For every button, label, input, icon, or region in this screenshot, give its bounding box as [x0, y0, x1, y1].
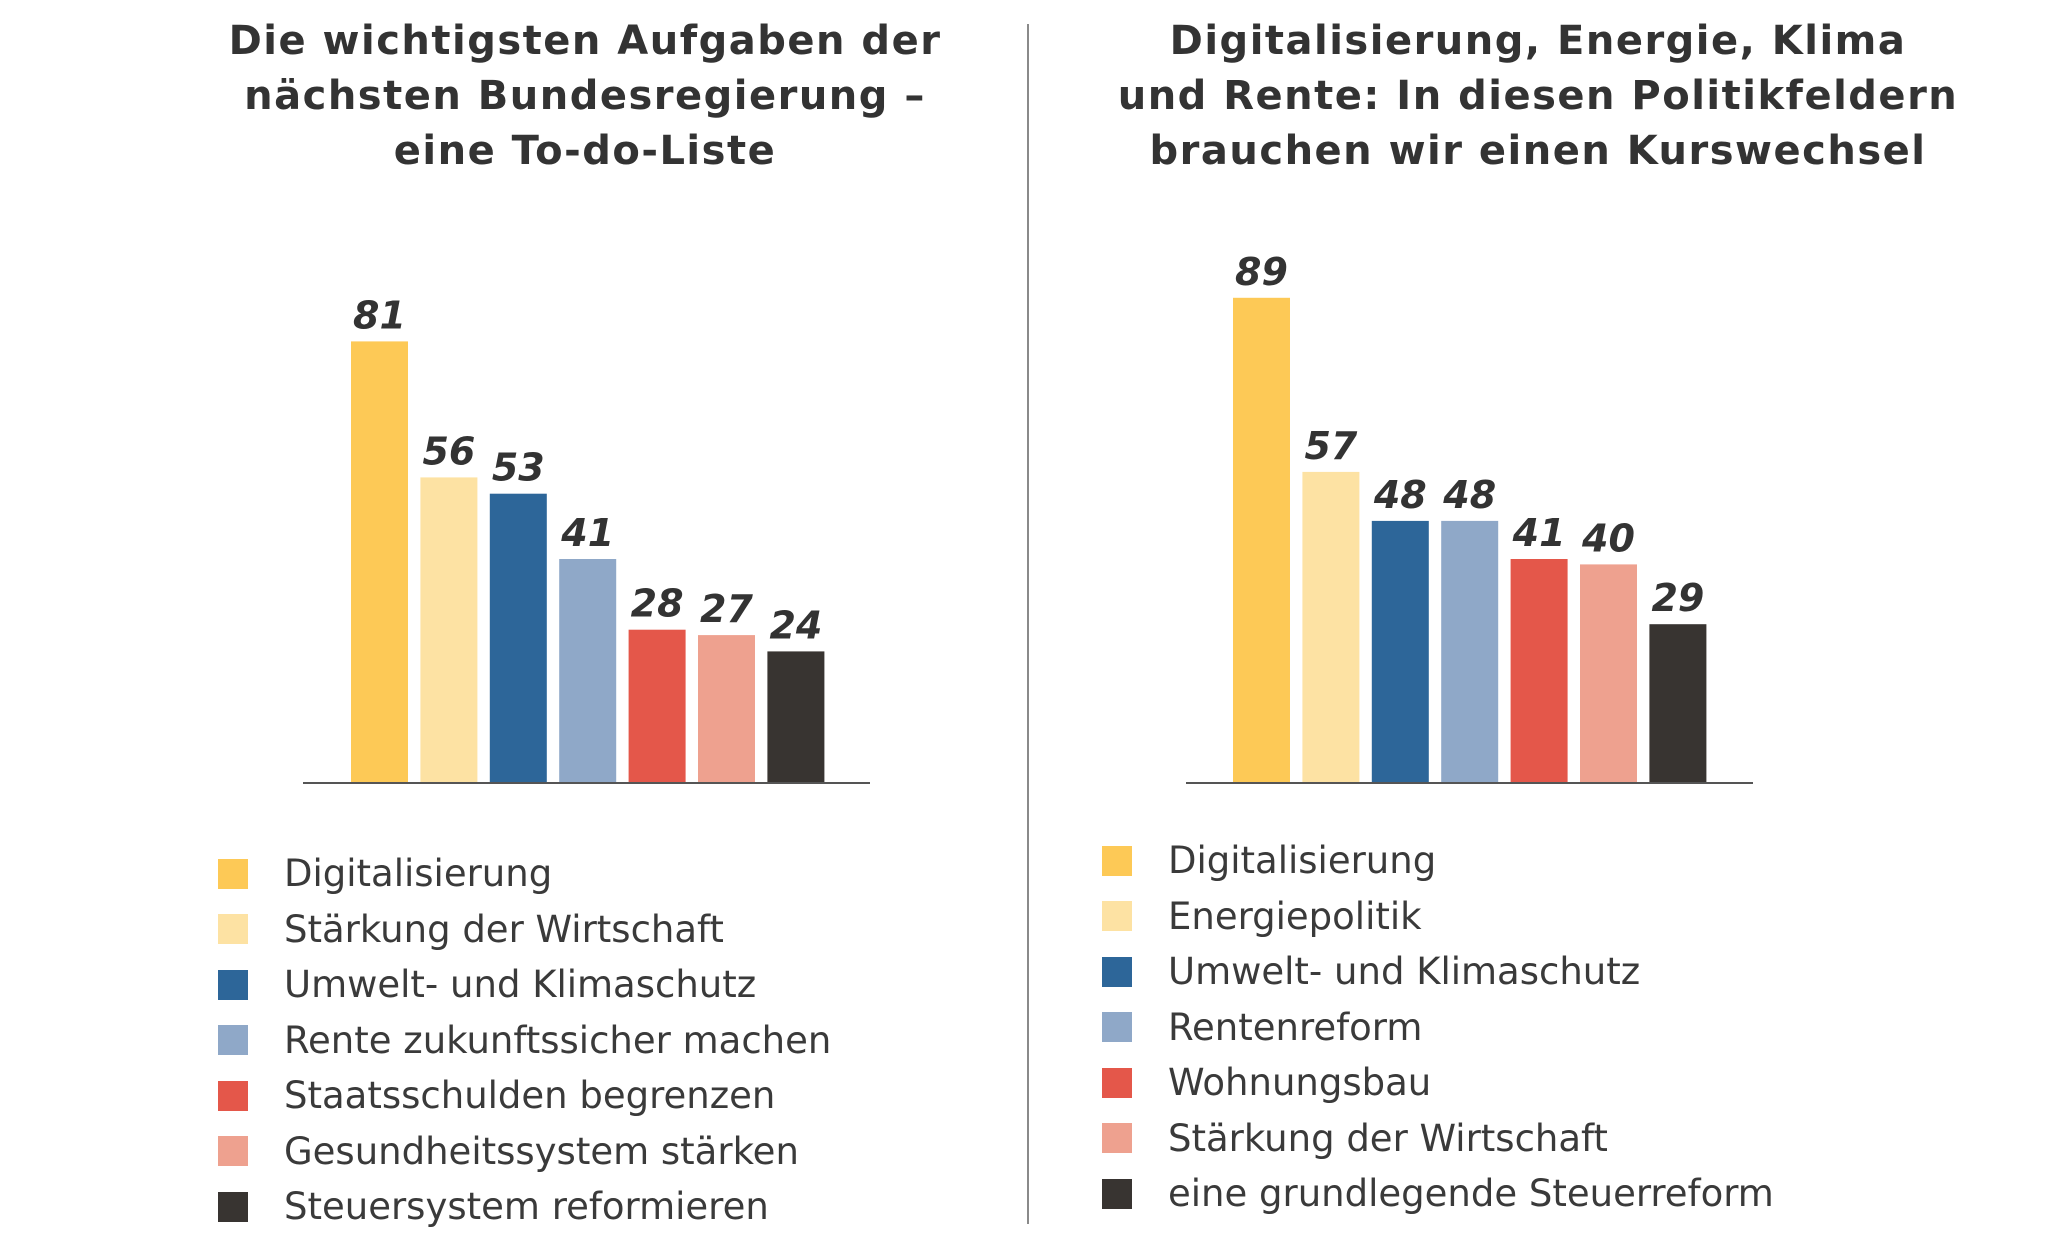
chart-title-line: brauchen wir einen Kurswechsel — [1149, 128, 1927, 174]
bar-value-label: 53 — [492, 446, 545, 490]
legend-item: Rente zukunftssicher machen — [218, 1013, 831, 1069]
chart-title-line: nächsten Bundesregierung – — [244, 73, 926, 119]
bar — [351, 341, 408, 782]
bar-chart-left: 81 56 53 41 28 27 24 — [303, 293, 870, 784]
panel-divider — [1027, 24, 1029, 1224]
bar-value-label: 24 — [769, 603, 822, 647]
legend-swatch — [218, 914, 248, 945]
bar-value-label: 81 — [353, 293, 406, 337]
legend-item: Energiepolitik — [1102, 889, 1774, 945]
legend-label: Umwelt- und Klimaschutz — [284, 963, 757, 1007]
legend-swatch — [218, 1080, 248, 1111]
legend-item: Staatsschulden begrenzen — [218, 1068, 831, 1124]
legend-swatch — [218, 858, 248, 889]
bar — [1510, 559, 1568, 782]
bar — [1649, 624, 1707, 782]
bar-value-label: 56 — [422, 429, 475, 473]
chart-panel-right: Digitalisierung, Energie, Klima und Rent… — [1030, 0, 2048, 1255]
bar-value-label: 29 — [1651, 576, 1704, 620]
bar-value-label: 57 — [1304, 424, 1357, 468]
bar-chart-right: 89 57 48 48 41 40 29 — [1186, 250, 1753, 784]
legend-item: Gesundheitssystem stärken — [218, 1124, 831, 1180]
legend-right: Digitalisierung Energiepolitik Umwelt- und… — [1102, 833, 1774, 1222]
bar — [767, 651, 825, 782]
legend-label: Gesundheitssystem stärken — [284, 1129, 799, 1173]
chart-title-line: eine To-do-Liste — [393, 128, 777, 174]
legend-swatch — [1102, 1178, 1132, 1209]
chart-title: Digitalisierung, Energie, Klima und Rent… — [1028, 14, 2048, 179]
legend-swatch — [1102, 1012, 1132, 1043]
bar — [628, 629, 686, 782]
legend-label: Rente zukunftssicher machen — [284, 1018, 832, 1062]
legend-label: eine grundlegende Steuerreform — [1168, 1172, 1774, 1216]
bar — [489, 493, 547, 782]
bar-value-label: 27 — [700, 587, 753, 631]
bar-value-label: 89 — [1235, 250, 1288, 294]
legend-label: Rentenreform — [1168, 1005, 1423, 1049]
bar-value-label: 48 — [1442, 473, 1496, 517]
legend-item: Steuersystem reformieren — [218, 1179, 831, 1235]
legend-item: Digitalisierung — [1102, 833, 1774, 889]
legend-left: Digitalisierung Stärkung der Wirtschaft Um… — [218, 846, 831, 1235]
legend-label: Staatsschulden begrenzen — [284, 1074, 776, 1118]
chart-title-line: und Rente: In diesen Politikfeldern — [1117, 73, 1959, 119]
legend-swatch — [1102, 1123, 1132, 1154]
legend-swatch — [1102, 845, 1132, 876]
bar-value-label: 41 — [560, 511, 614, 555]
legend-item: Wohnungsbau — [1102, 1055, 1774, 1111]
legend-swatch — [1102, 956, 1132, 987]
legend-item: Umwelt- und Klimaschutz — [1102, 944, 1774, 1000]
legend-label: Digitalisierung — [284, 852, 553, 896]
legend-swatch — [1102, 1067, 1132, 1098]
legend-label: Umwelt- und Klimaschutz — [1168, 950, 1641, 994]
legend-label: Stärkung der Wirtschaft — [284, 907, 724, 951]
legend-item: Stärkung der Wirtschaft — [218, 902, 831, 958]
legend-swatch — [218, 1136, 248, 1167]
chart-title-line: Digitalisierung, Energie, Klima — [1169, 18, 1907, 64]
chart-panel-left: Die wichtigsten Aufgaben der nächsten Bu… — [218, 18, 940, 1235]
bar — [1441, 520, 1499, 782]
bar-value-label: 41 — [1512, 511, 1566, 555]
bar-value-label: 28 — [631, 582, 684, 626]
bar — [1371, 520, 1429, 782]
legend-label: Digitalisierung — [1168, 839, 1437, 883]
legend-swatch — [1102, 901, 1132, 932]
bar — [420, 477, 478, 782]
chart-title: Die wichtigsten Aufgaben der nächsten Bu… — [55, 14, 1115, 179]
bar — [1580, 564, 1637, 782]
chart-title-line: Die wichtigsten Aufgaben der — [228, 18, 942, 64]
legend-item: Rentenreform — [1102, 1000, 1774, 1056]
legend-item: Digitalisierung — [218, 846, 831, 902]
legend-item: Stärkung der Wirtschaft — [1102, 1111, 1774, 1167]
legend-label: Steuersystem reformieren — [284, 1185, 769, 1229]
legend-item: eine grundlegende Steuerreform — [1102, 1166, 1774, 1222]
bar-value-label: 40 — [1581, 516, 1635, 560]
legend-swatch — [218, 1191, 248, 1222]
legend-label: Energiepolitik — [1168, 894, 1422, 938]
legend-label: Stärkung der Wirtschaft — [1168, 1116, 1608, 1160]
legend-item: Umwelt- und Klimaschutz — [218, 957, 831, 1013]
bar — [698, 635, 755, 782]
bar — [1302, 471, 1360, 782]
bar — [559, 559, 617, 782]
bar-value-label: 48 — [1373, 473, 1427, 517]
legend-swatch — [218, 969, 248, 1000]
legend-swatch — [218, 1025, 248, 1056]
bar — [1233, 297, 1290, 782]
legend-label: Wohnungsbau — [1168, 1061, 1432, 1105]
